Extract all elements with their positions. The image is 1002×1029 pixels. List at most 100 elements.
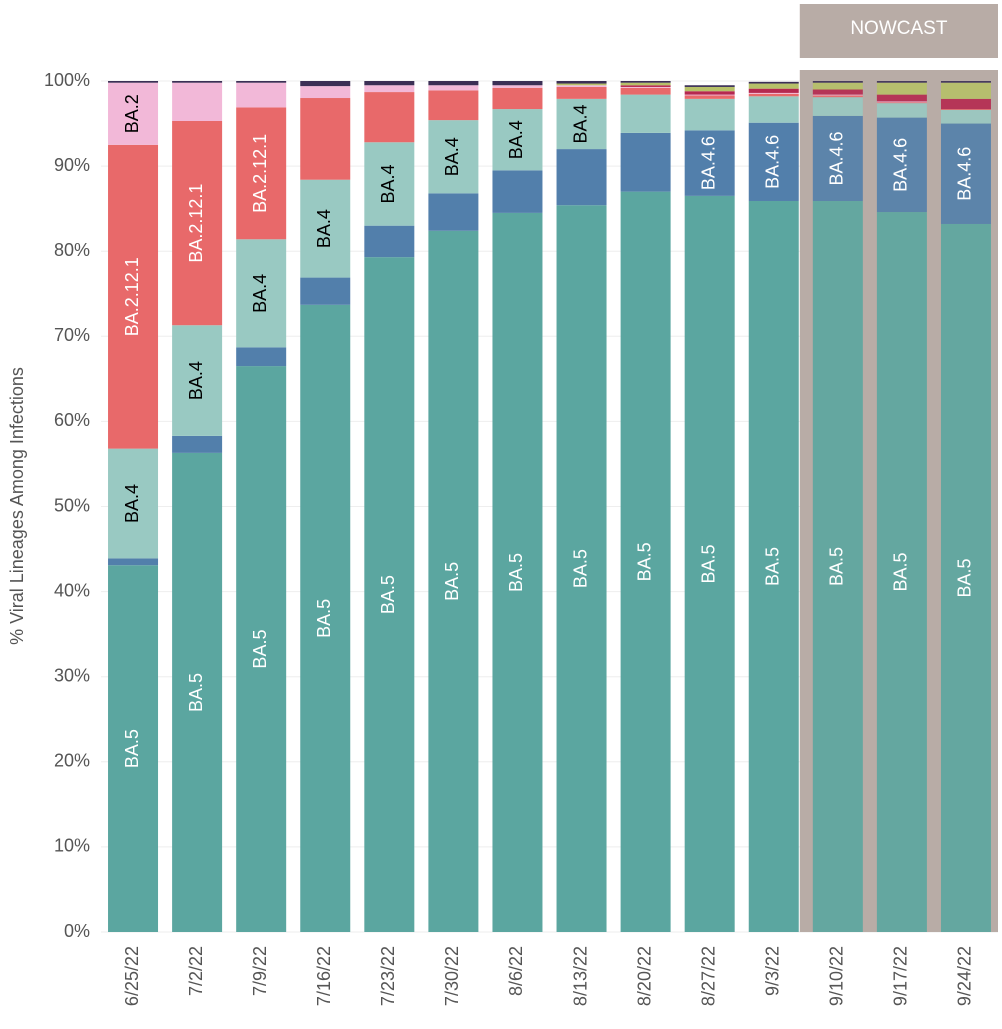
bar-segment xyxy=(428,81,479,86)
bar-segment xyxy=(748,122,799,201)
bar-segment xyxy=(492,85,543,88)
bar-segment xyxy=(364,142,415,226)
segment-label: BA.2.12.1 xyxy=(122,257,142,336)
bar-segment xyxy=(620,132,671,192)
bar-segment xyxy=(812,94,863,96)
bar-segment xyxy=(172,120,223,326)
x-tick-label: 7/23/22 xyxy=(378,946,398,1006)
bar-segment xyxy=(684,86,735,92)
bar-segment xyxy=(428,193,479,231)
y-tick-label: 80% xyxy=(54,240,90,260)
bar-segment xyxy=(620,82,671,86)
bar-segment xyxy=(492,81,543,86)
bar-segment xyxy=(108,558,159,566)
bar-segment xyxy=(172,452,223,932)
bar-segment xyxy=(748,96,799,123)
x-tick-label: 8/20/22 xyxy=(634,946,654,1006)
bar-segment xyxy=(556,205,607,933)
segment-label: BA.5 xyxy=(442,562,462,601)
y-tick-label: 50% xyxy=(54,495,90,515)
bar-segment xyxy=(876,81,927,83)
x-tick-label: 9/10/22 xyxy=(827,946,847,1006)
x-tick-label: 8/27/22 xyxy=(698,946,718,1006)
bar-segment xyxy=(172,435,223,453)
bar-segment xyxy=(876,212,927,932)
bar-segment xyxy=(428,85,479,91)
bar-segment xyxy=(428,90,479,121)
bar-segment xyxy=(236,107,287,240)
bar-segment xyxy=(236,81,287,83)
bar-segment xyxy=(684,85,735,87)
y-tick-label: 70% xyxy=(54,325,90,345)
bar-segment xyxy=(748,83,799,89)
x-tick-label: 7/16/22 xyxy=(314,946,334,1006)
bar-segment xyxy=(172,81,223,83)
bar-segment xyxy=(748,200,799,933)
segment-label: BA.5 xyxy=(250,630,270,669)
segment-label: BA.4.6 xyxy=(763,135,783,189)
bar-segment xyxy=(748,92,799,94)
segment-label: BA.2.12.1 xyxy=(250,134,270,213)
segment-label: BA.4.6 xyxy=(698,136,718,190)
segment-label: BA.5 xyxy=(634,542,654,581)
x-tick-label: 9/3/22 xyxy=(763,946,783,996)
bar-segment xyxy=(172,325,223,436)
segment-label: BA.5 xyxy=(314,599,334,638)
bar-segment xyxy=(492,170,543,213)
bar-segment xyxy=(364,81,415,86)
bar-segment xyxy=(556,149,607,206)
x-tick-label: 6/25/22 xyxy=(122,946,142,1006)
bar-segment xyxy=(940,82,991,99)
bar-segment xyxy=(620,87,671,95)
bar-segment xyxy=(620,191,671,932)
segment-label: BA.5 xyxy=(891,553,911,592)
bar-segment xyxy=(300,81,351,87)
x-tick-label: 7/30/22 xyxy=(442,946,462,1006)
segment-label: BA.4 xyxy=(506,120,526,159)
bar-segment xyxy=(684,95,735,99)
bar-segment xyxy=(364,92,415,143)
y-tick-label: 20% xyxy=(54,751,90,771)
segment-label: BA.5 xyxy=(378,575,398,614)
bar-segment xyxy=(620,81,671,83)
bar-segment xyxy=(684,94,735,96)
y-tick-label: 30% xyxy=(54,665,90,685)
segment-label: BA.4 xyxy=(570,104,590,143)
bar-segment xyxy=(812,82,863,90)
bar-segment xyxy=(108,144,159,449)
bar-segment xyxy=(556,85,607,87)
bar-segment xyxy=(300,304,351,932)
segment-label: BA.5 xyxy=(506,553,526,592)
bar-segment xyxy=(940,81,991,83)
bar-segment xyxy=(684,91,735,95)
bar-segment xyxy=(876,102,927,104)
segment-label: BA.5 xyxy=(570,549,590,588)
bar-segment xyxy=(812,95,863,98)
segment-label: BA.4 xyxy=(378,164,398,203)
bar-segment xyxy=(812,97,863,116)
bar-segment xyxy=(620,94,671,133)
bar-segment xyxy=(300,86,351,99)
segment-label: BA.5 xyxy=(122,729,142,768)
bar-segment xyxy=(428,120,479,194)
segment-label: BA.2.12.1 xyxy=(186,184,206,263)
bar-segment xyxy=(620,85,671,87)
bar-segment xyxy=(684,130,735,196)
nowcast-box xyxy=(799,4,998,58)
bar-segment xyxy=(492,212,543,932)
bar-segment xyxy=(236,366,287,933)
bar-segment xyxy=(812,81,863,83)
bar-segment xyxy=(108,565,159,932)
segment-label: BA.5 xyxy=(186,673,206,712)
bar-segment xyxy=(684,195,735,932)
segment-label: BA.4 xyxy=(186,361,206,400)
y-tick-label: 10% xyxy=(54,836,90,856)
bar-segment xyxy=(748,88,799,93)
bar-segment xyxy=(940,109,991,110)
bar-segment xyxy=(556,98,607,150)
x-tick-label: 8/13/22 xyxy=(570,946,590,1006)
bar-segment xyxy=(236,82,287,108)
bar-segment xyxy=(556,81,607,84)
bar-segment xyxy=(812,200,863,933)
